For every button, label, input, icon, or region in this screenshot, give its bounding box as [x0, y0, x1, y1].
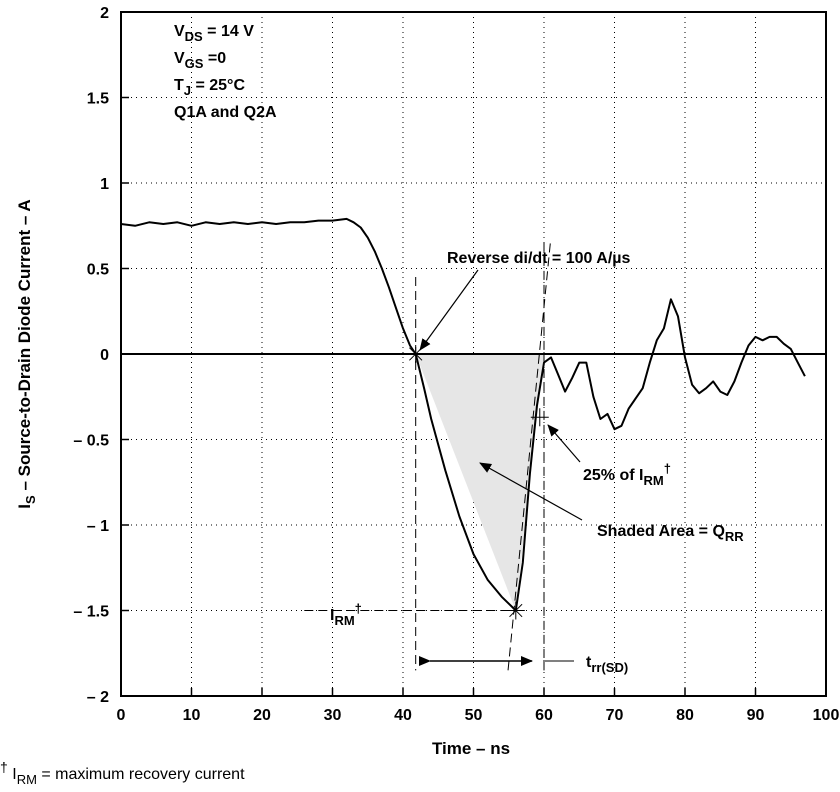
y-tick-label: – 1 — [87, 518, 109, 535]
didt-annotation: Reverse di/dt = 100 A/µs — [447, 250, 630, 267]
x-tick-label: 20 — [253, 707, 271, 724]
x-tick-label: 90 — [747, 707, 765, 724]
y-tick-label: – 0.5 — [73, 433, 109, 450]
x-tick-label: 10 — [183, 707, 201, 724]
qrr-arrow — [479, 462, 583, 521]
x-tick-label: 0 — [117, 707, 126, 724]
25pct-point-marker — [530, 408, 549, 427]
current-trace-series — [120, 217, 806, 612]
y-tick-label: – 1.5 — [73, 604, 109, 621]
irm25-annotation: 25% of IRM† — [583, 461, 671, 488]
condition-devices: Q1A and Q2A — [174, 104, 277, 121]
plot-frame — [120, 11, 827, 697]
y-axis-title: IS – Source-to-Drain Diode Current – A — [15, 199, 38, 508]
condition-vgs: VGS =0 — [174, 50, 226, 71]
y-tick-label: 0.5 — [87, 262, 109, 279]
condition-vds: VDS = 14 V — [174, 23, 254, 44]
x-tick-label: 100 — [813, 707, 840, 724]
x-tick-label: 60 — [535, 707, 553, 724]
footnote: † IRM = maximum recovery current — [0, 759, 245, 787]
y-tick-label: 2 — [100, 5, 109, 22]
irm25-arrow — [547, 424, 581, 463]
qrr-shaded-area — [415, 354, 544, 611]
qrr-annotation: Shaded Area = QRR — [597, 523, 744, 544]
irm-annotation: IRM† — [330, 601, 362, 628]
x-tick-label: 40 — [394, 707, 412, 724]
test-conditions: VDS = 14 V VGS =0 TJ = 25°C Q1A and Q2A — [174, 23, 277, 121]
x-tick-label: 70 — [606, 707, 624, 724]
irm-peak-marker — [506, 601, 525, 620]
x-axis-title: Time – ns — [432, 739, 510, 758]
y-tick-label: 1.5 — [87, 91, 109, 108]
trr-annotation: trr(SD) — [586, 654, 628, 675]
x-tick-label: 30 — [324, 707, 342, 724]
x-tick-label: 80 — [676, 707, 694, 724]
didt-arrow — [419, 269, 479, 351]
y-tick-label: 0 — [100, 347, 109, 364]
condition-tj: TJ = 25°C — [174, 77, 245, 98]
x-tick-label: 50 — [465, 707, 483, 724]
y-tick-label: 1 — [100, 176, 109, 193]
y-tick-label: – 2 — [87, 689, 109, 706]
extrapolation-guide — [507, 242, 551, 671]
